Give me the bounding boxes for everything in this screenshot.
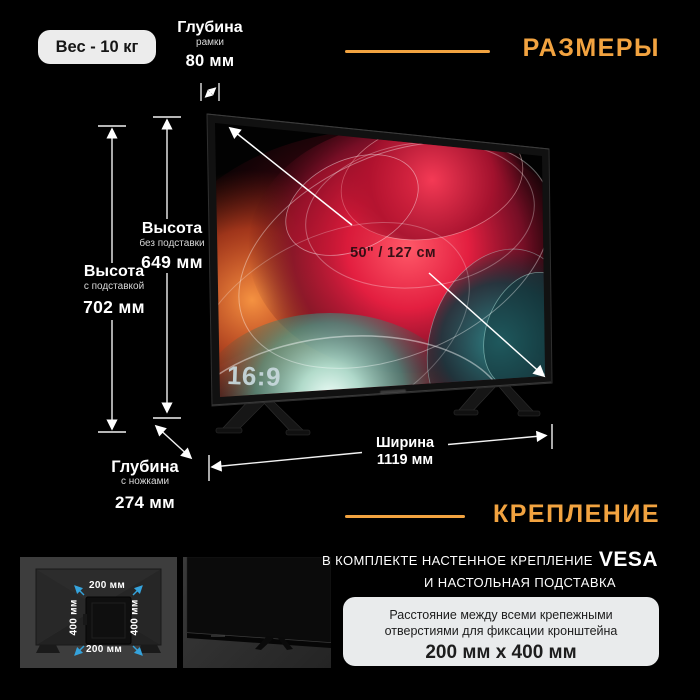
frame-depth-subtitle: рамки xyxy=(196,36,224,48)
screen-diagonal-arrow-icon xyxy=(228,126,546,378)
height-no-stand-title: Высота xyxy=(141,220,203,237)
height-no-stand-subtitle: без подставки xyxy=(139,237,205,249)
vesa-corner-arrows-icon xyxy=(74,585,143,656)
tv-screen-wallpaper xyxy=(215,123,545,397)
mount-heading: КРЕПЛЕНИЕ xyxy=(493,500,660,528)
height-no-stand-value: 649 мм xyxy=(141,252,203,273)
frame-depth-label: Глубина рамки 80 мм xyxy=(160,19,260,71)
vesa-plate xyxy=(83,596,132,645)
height-no-stand-label: Высота без подставки 649 мм xyxy=(113,220,231,273)
mount-heading-rule xyxy=(345,515,465,518)
vesa-left-label: 400 мм xyxy=(68,599,80,636)
height-with-stand-label: Высота с подставкой 702 мм xyxy=(55,263,173,318)
depth-with-legs-title: Глубина xyxy=(111,458,179,476)
width-dimension-line xyxy=(208,424,553,481)
tv-front-illustration xyxy=(186,556,332,650)
width-label: Ширина 1119 мм xyxy=(345,435,465,469)
included-mount-text: В КОМПЛЕКТЕ НАСТЕННОЕ КРЕПЛЕНИЕ VESA И НА… xyxy=(300,548,658,590)
depth-with-legs-subtitle: с ножками xyxy=(120,476,170,488)
depth-with-legs-value: 274 мм xyxy=(114,492,176,512)
height-no-stand-dimension-line xyxy=(153,116,181,419)
vesa-top-label: 200 мм xyxy=(88,580,126,591)
vesa-bottom-label: 200 мм xyxy=(85,644,123,655)
depth-with-legs-label: Глубина с ножками 274 мм xyxy=(86,458,204,512)
vesa-label: VESA xyxy=(598,548,658,571)
depth-with-legs-arrow-icon xyxy=(154,424,193,460)
screen-diagonal-label: 50" / 127 см xyxy=(350,245,436,261)
vesa-note-line2: отверстиями для фиксации кронштейна xyxy=(384,624,618,639)
frame-depth-arrow-icon xyxy=(200,83,220,101)
sizes-heading: РАЗМЕРЫ xyxy=(522,34,660,62)
vesa-note-value: 200 мм x 400 мм xyxy=(425,641,577,663)
width-title: Ширина xyxy=(375,435,435,451)
frame-depth-title: Глубина xyxy=(177,19,243,36)
frame-depth-value: 80 мм xyxy=(185,52,235,71)
vesa-note-box: Расстояние между всеми крепежными отверс… xyxy=(343,597,659,666)
tv-silhouette-leg xyxy=(255,636,293,650)
height-with-stand-dimension-line xyxy=(98,125,126,433)
included-line1: В КОМПЛЕКТЕ НАСТЕННОЕ КРЕПЛЕНИЕ xyxy=(322,553,593,568)
height-with-stand-value: 702 мм xyxy=(83,297,145,318)
sizes-heading-rule xyxy=(345,50,490,53)
tv-back-illustration xyxy=(35,568,162,656)
height-with-stand-title: Высота xyxy=(83,263,145,280)
aspect-ratio-label: 16:9 xyxy=(226,360,282,392)
tv-back-vesa-panel xyxy=(20,557,177,668)
weight-badge: Вес - 10 кг xyxy=(38,30,156,64)
vesa-right-label: 400 мм xyxy=(129,599,141,636)
tv xyxy=(206,113,553,436)
vesa-note-line1: Расстояние между всеми крепежными xyxy=(389,608,613,622)
height-with-stand-subtitle: с подставкой xyxy=(83,280,145,292)
width-value: 1119 мм xyxy=(376,452,434,469)
included-line2: И НАСТОЛЬНАЯ ПОДСТАВКА xyxy=(424,575,616,590)
tv-front-silhouette-panel xyxy=(183,556,332,668)
